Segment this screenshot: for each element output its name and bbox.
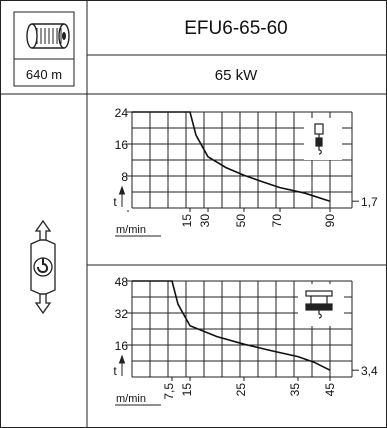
chart-2-x-axis-label: m/min — [116, 393, 146, 405]
chart-2-x-tick: 35 — [288, 383, 302, 397]
chart-1-x-axis-label: m/min — [116, 224, 146, 236]
load-speed-chart-2: 48 32 16 t m/min 7,5 15 25 35 45 3,4 — [113, 275, 378, 406]
chart-1-y-axis-arrow — [118, 185, 126, 207]
chart-1-x-tick: 15 — [180, 214, 194, 228]
chart-2-y-axis-label: t — [113, 364, 117, 378]
chart-1-capacity-curve — [132, 111, 331, 202]
chart-1-tick-marks — [126, 111, 359, 212]
chart-1-y-tick: 16 — [115, 138, 129, 152]
chart-1-y-tick: 8 — [121, 170, 128, 184]
chart-2-y-tick: 16 — [115, 339, 129, 353]
model-title: EFU6-65-60 — [184, 18, 288, 39]
chart-1-x-tick: 90 — [323, 214, 337, 228]
chart-2-y-tick: 32 — [115, 307, 129, 321]
hook-lift-icon — [30, 219, 56, 315]
chart-2-end-value: 3,4 — [361, 364, 378, 378]
cable-drum-block: 640 m — [13, 11, 75, 87]
chart-2-grid — [131, 280, 353, 378]
chart-2-capacity-curve — [132, 280, 331, 371]
cable-drum-icon — [26, 23, 70, 49]
cable-length: 640 m — [26, 67, 62, 82]
chart-2-x-tick: 15 — [180, 383, 194, 397]
chart-1-x-tick: 70 — [270, 214, 284, 228]
chart-1-grid — [131, 111, 353, 209]
chart-2-x-tick: 7,5 — [162, 383, 176, 400]
chart-1-y-axis-label: t — [113, 195, 117, 209]
double-block-hook-icon — [305, 290, 333, 319]
chart-1-end-value: 1,7 — [361, 195, 378, 209]
cable-box — [13, 11, 75, 87]
power-rating: 65 kW — [215, 67, 258, 84]
single-line-hook-icon — [314, 123, 324, 155]
chart-2-y-tick: 48 — [115, 275, 129, 289]
chart-2-x-tick: 45 — [323, 383, 337, 397]
load-speed-chart-1: 24 16 8 t m/min 15 30 50 70 90 1,7 — [113, 106, 378, 237]
chart-1-y-tick: 24 — [115, 106, 129, 120]
chart-2-x-tick: 25 — [234, 383, 248, 397]
chart-2-tick-marks — [126, 280, 359, 381]
chart-2-y-axis-arrow — [118, 354, 126, 376]
chart-1-x-tick: 50 — [234, 214, 248, 228]
chart-1-x-tick: 30 — [198, 214, 212, 228]
